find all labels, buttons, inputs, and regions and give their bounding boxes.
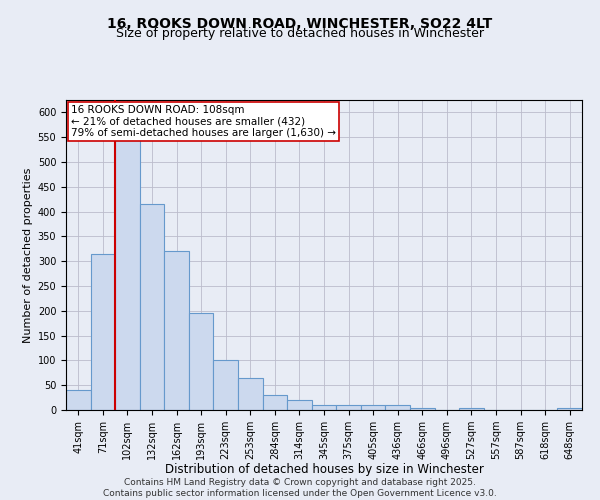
Bar: [287, 400, 312, 410]
Bar: [312, 405, 336, 410]
Bar: [164, 252, 189, 410]
Text: 16, ROOKS DOWN ROAD, WINCHESTER, SO22 4LT: 16, ROOKS DOWN ROAD, WINCHESTER, SO22 4L…: [107, 18, 493, 32]
Text: Size of property relative to detached houses in Winchester: Size of property relative to detached ho…: [116, 28, 484, 40]
Bar: [263, 395, 287, 410]
Bar: [66, 390, 91, 410]
Bar: [140, 204, 164, 410]
Bar: [214, 360, 238, 410]
Bar: [238, 378, 263, 410]
Bar: [91, 254, 115, 410]
Bar: [557, 408, 582, 410]
Text: Contains HM Land Registry data © Crown copyright and database right 2025.
Contai: Contains HM Land Registry data © Crown c…: [103, 478, 497, 498]
Bar: [361, 405, 385, 410]
Bar: [336, 405, 361, 410]
Bar: [115, 130, 140, 410]
Bar: [459, 408, 484, 410]
Y-axis label: Number of detached properties: Number of detached properties: [23, 168, 34, 342]
Bar: [385, 405, 410, 410]
Bar: [189, 314, 214, 410]
X-axis label: Distribution of detached houses by size in Winchester: Distribution of detached houses by size …: [164, 464, 484, 476]
Bar: [410, 408, 434, 410]
Text: 16 ROOKS DOWN ROAD: 108sqm
← 21% of detached houses are smaller (432)
79% of sem: 16 ROOKS DOWN ROAD: 108sqm ← 21% of deta…: [71, 104, 336, 138]
